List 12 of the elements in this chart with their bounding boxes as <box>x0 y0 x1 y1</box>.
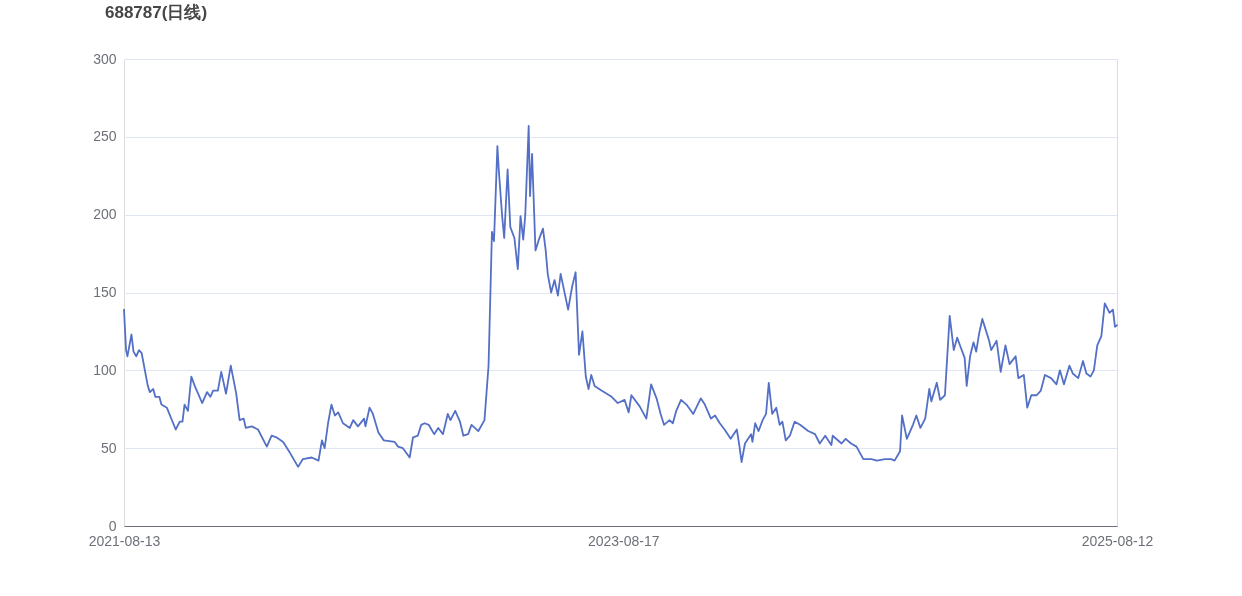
y-tick-label: 50 <box>100 439 117 456</box>
y-tick-label: 300 <box>93 50 117 67</box>
x-tick-label: 2023-08-17 <box>587 532 660 549</box>
x-tick-label: 2021-08-13 <box>88 532 161 549</box>
y-tick-label: 150 <box>93 284 117 300</box>
y-tick-label: 100 <box>93 361 117 378</box>
x-tick-label: 2025-08-12 <box>1081 532 1154 549</box>
y-tick-label: 0 <box>108 517 117 534</box>
y-tick-label: 250 <box>93 128 117 145</box>
line-series <box>123 125 1118 468</box>
chart-title: 688787(日线) <box>105 3 208 22</box>
y-tick-label: 200 <box>93 206 117 223</box>
